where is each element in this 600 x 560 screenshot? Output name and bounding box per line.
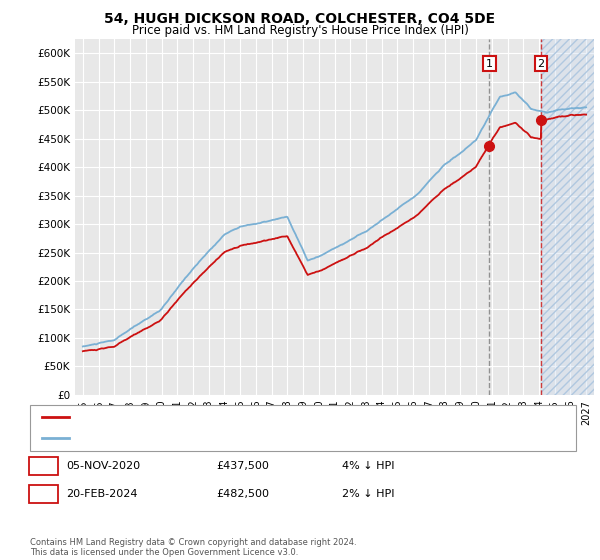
Text: £482,500: £482,500 xyxy=(216,489,269,499)
Text: 05-NOV-2020: 05-NOV-2020 xyxy=(66,461,140,471)
Text: 2: 2 xyxy=(40,489,47,499)
Text: Price paid vs. HM Land Registry's House Price Index (HPI): Price paid vs. HM Land Registry's House … xyxy=(131,24,469,36)
Text: 4% ↓ HPI: 4% ↓ HPI xyxy=(342,461,395,471)
Text: 54, HUGH DICKSON ROAD, COLCHESTER, CO4 5DE (detached house): 54, HUGH DICKSON ROAD, COLCHESTER, CO4 5… xyxy=(75,412,419,422)
Text: 1: 1 xyxy=(40,461,47,471)
Text: HPI: Average price, detached house, Colchester: HPI: Average price, detached house, Colc… xyxy=(75,433,313,444)
Bar xyxy=(541,39,594,395)
Text: Contains HM Land Registry data © Crown copyright and database right 2024.
This d: Contains HM Land Registry data © Crown c… xyxy=(30,538,356,557)
Text: 2: 2 xyxy=(538,59,545,69)
Text: 54, HUGH DICKSON ROAD, COLCHESTER, CO4 5DE: 54, HUGH DICKSON ROAD, COLCHESTER, CO4 5… xyxy=(104,12,496,26)
Text: 2% ↓ HPI: 2% ↓ HPI xyxy=(342,489,395,499)
Bar xyxy=(541,39,594,395)
Text: 1: 1 xyxy=(486,59,493,69)
Text: £437,500: £437,500 xyxy=(216,461,269,471)
Text: 20-FEB-2024: 20-FEB-2024 xyxy=(66,489,137,499)
